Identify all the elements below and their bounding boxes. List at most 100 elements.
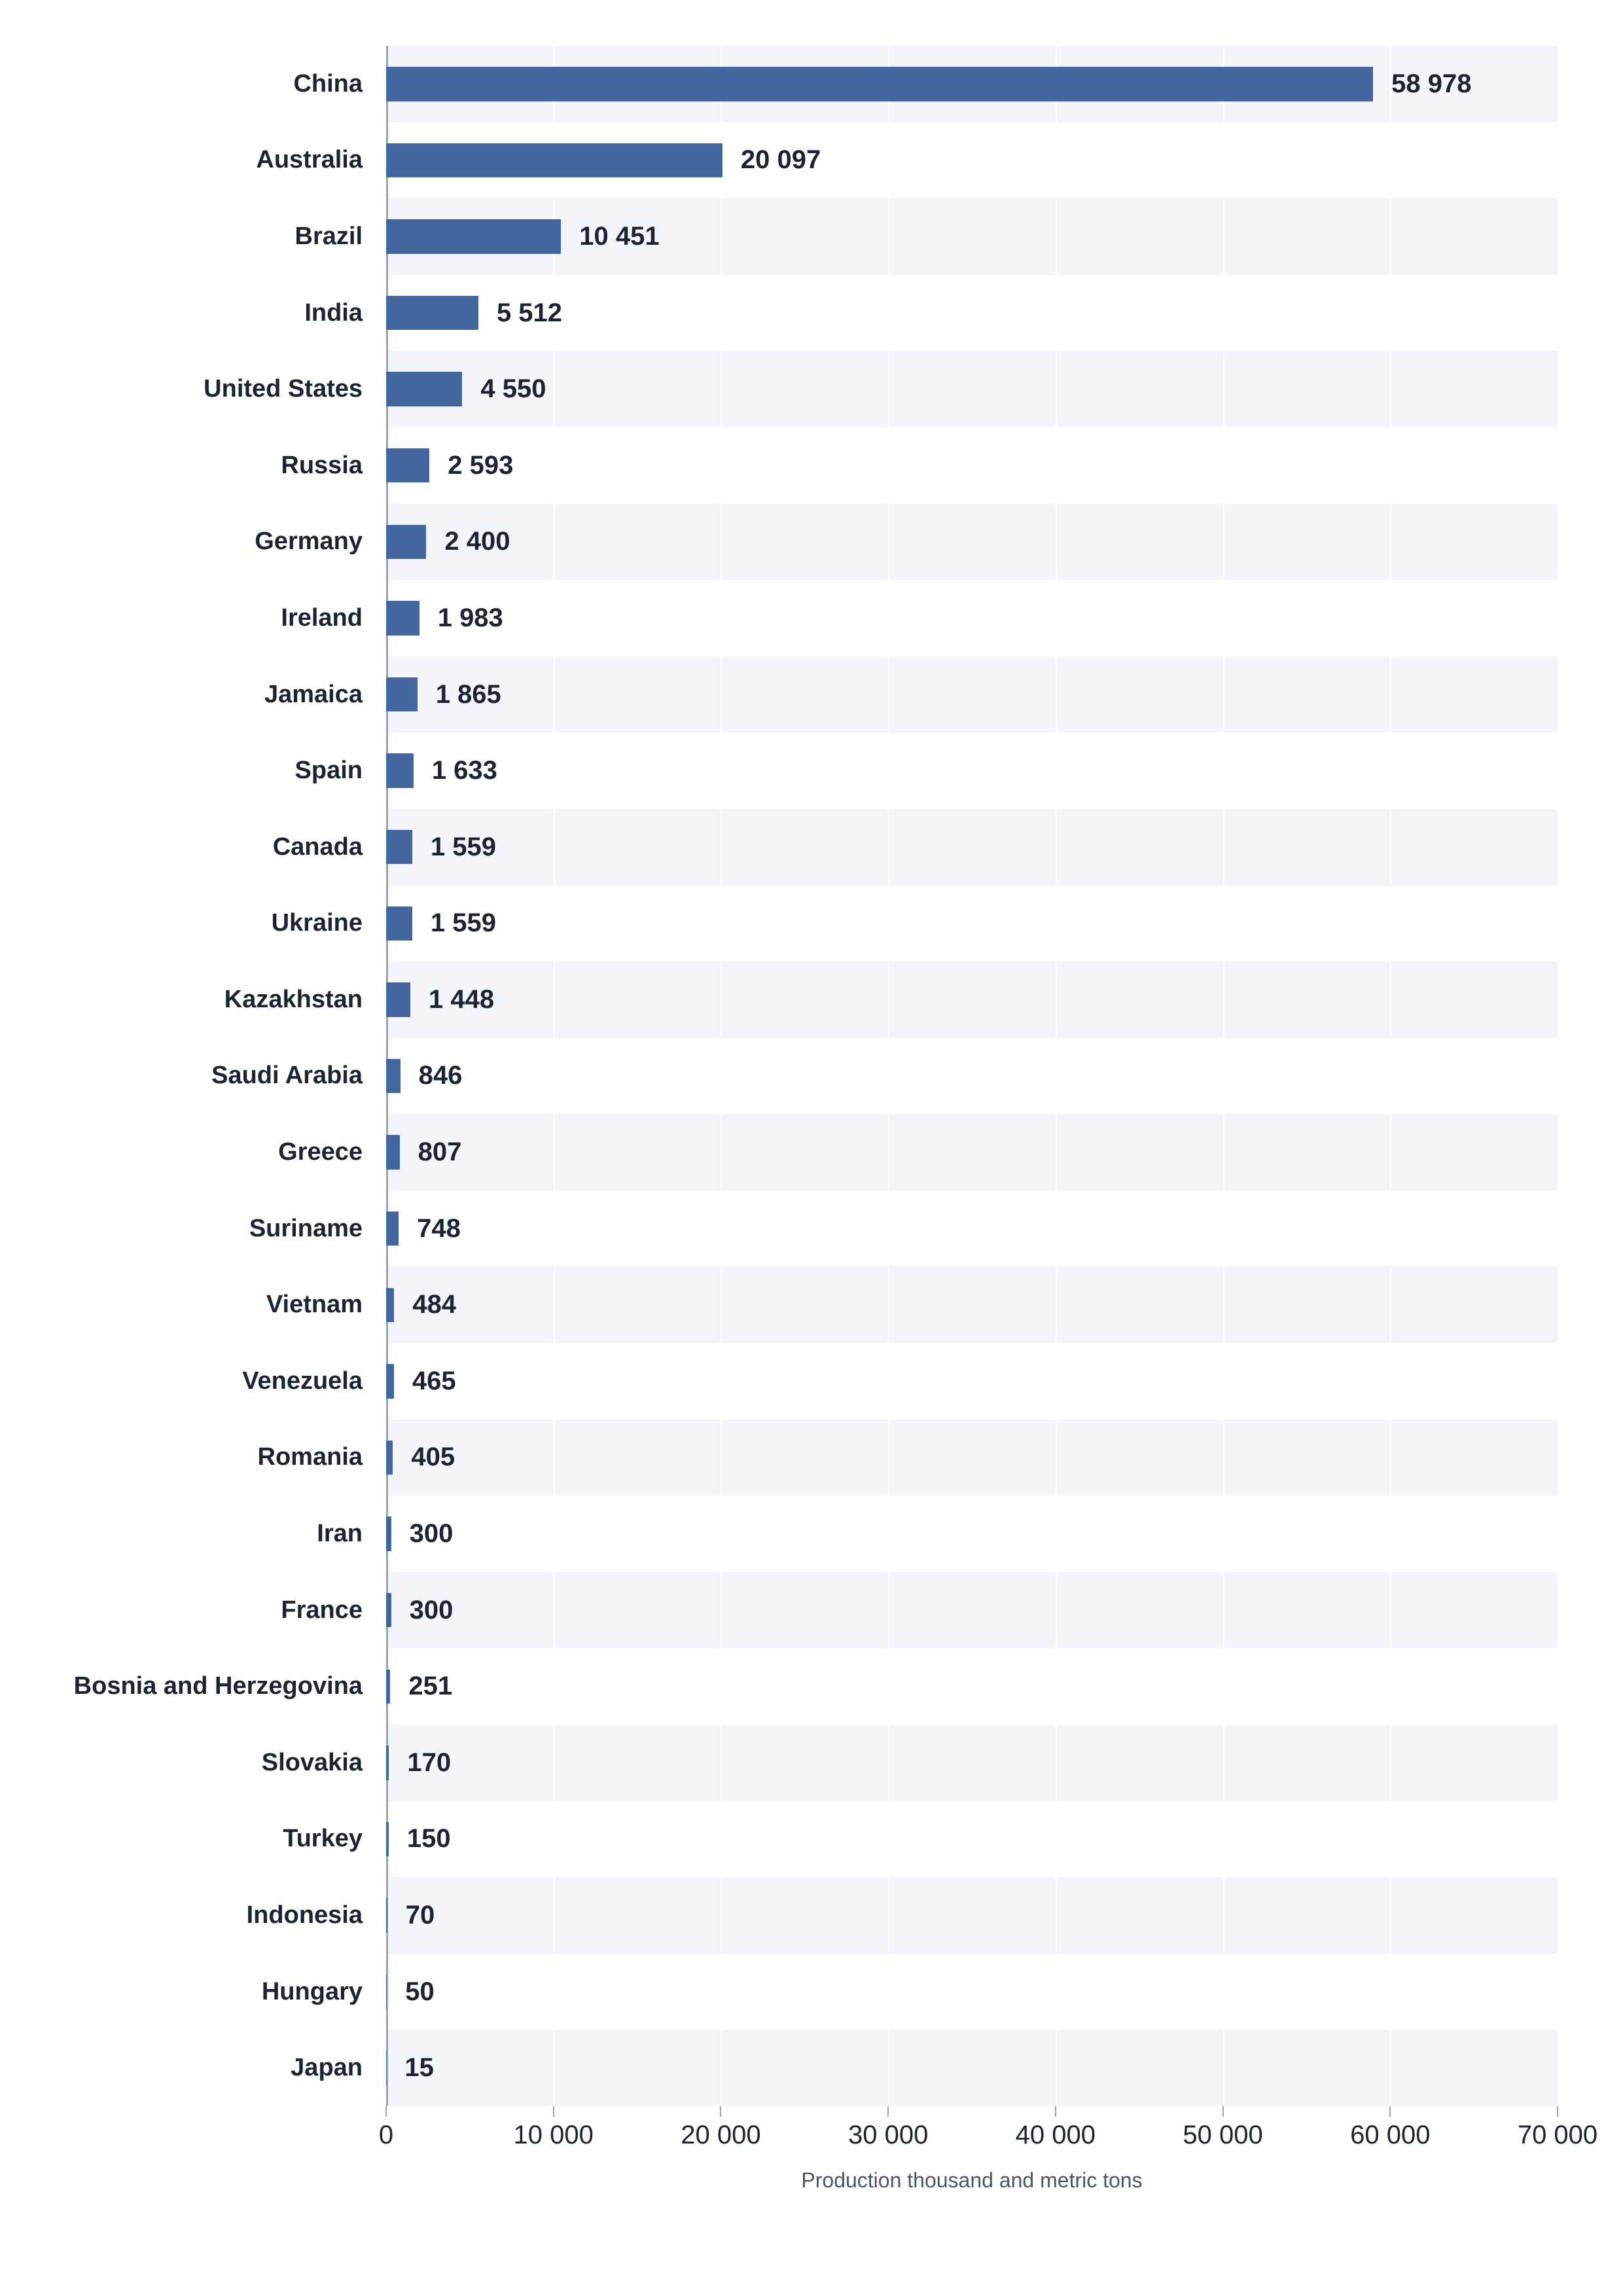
bar-value-label: 10 451 <box>579 198 659 275</box>
bar <box>386 143 722 177</box>
bar-value-label: 58 978 <box>1391 46 1471 122</box>
category-label: Vietnam <box>266 1266 363 1343</box>
bar-value-label: 484 <box>412 1266 456 1343</box>
bar-value-label: 20 097 <box>741 122 821 199</box>
bar-value-label: 1 559 <box>431 886 496 962</box>
category-label: Kazakhstan <box>224 961 363 1038</box>
x-tick-mark <box>720 2106 721 2117</box>
x-tick-mark <box>553 2106 554 2117</box>
bar <box>386 448 429 482</box>
bar-value-label: 4 550 <box>480 351 546 427</box>
category-label: Suriname <box>249 1191 363 1267</box>
x-tick-label: 30 000 <box>848 2121 928 2150</box>
category-label: Ireland <box>281 580 363 656</box>
category-label: Ukraine <box>272 886 363 962</box>
x-tick-label: 60 000 <box>1350 2121 1430 2150</box>
bar-value-label: 5 512 <box>497 275 562 351</box>
bar-value-label: 170 <box>407 1725 451 1801</box>
x-tick-label: 0 <box>379 2121 393 2150</box>
category-label: Romania <box>258 1420 363 1496</box>
bar <box>386 601 419 635</box>
category-label: France <box>281 1572 363 1649</box>
x-tick-mark <box>385 2106 387 2117</box>
category-label: Russia <box>281 427 363 504</box>
x-axis-title: Production thousand and metric tons <box>801 2168 1142 2193</box>
bar-value-label: 1 559 <box>431 809 496 886</box>
bar-value-label: 70 <box>406 1877 435 1954</box>
bar-value-label: 465 <box>412 1343 456 1420</box>
bar-value-label: 251 <box>408 1648 452 1725</box>
bar-value-label: 300 <box>410 1496 454 1572</box>
bar-value-label: 1 633 <box>432 732 497 809</box>
category-label: Australia <box>256 122 363 199</box>
bar <box>386 1135 400 1169</box>
x-tick-label: 40 000 <box>1016 2121 1096 2150</box>
bar <box>386 1898 387 1932</box>
bar-value-label: 300 <box>410 1572 454 1649</box>
bar-value-label: 748 <box>417 1191 461 1267</box>
bar <box>386 1822 389 1856</box>
category-label: Brazil <box>295 198 363 275</box>
production-bar-chart: ChinaAustraliaBrazilIndiaUnited StatesRu… <box>0 0 1623 2296</box>
bar-value-label: 1 448 <box>429 961 494 1038</box>
category-label: Venezuela <box>242 1343 363 1420</box>
x-tick-mark <box>1389 2106 1391 2117</box>
x-tick-mark <box>1055 2106 1056 2117</box>
category-label: India <box>304 275 363 351</box>
category-label: Greece <box>278 1114 363 1191</box>
category-label: Germany <box>255 504 363 581</box>
bar <box>386 525 426 559</box>
bar-value-label: 846 <box>419 1038 463 1115</box>
x-tick-label: 10 000 <box>514 2121 594 2150</box>
bar <box>386 1211 399 1246</box>
bar <box>386 1746 389 1780</box>
x-tick-label: 20 000 <box>681 2121 760 2150</box>
plot-area: 58 97820 09710 4515 5124 5502 5932 4001 … <box>386 46 1558 2106</box>
x-axis: 010 00020 00030 00040 00050 00060 00070 … <box>386 2106 1558 2296</box>
category-label: Slovakia <box>262 1725 363 1801</box>
bar <box>386 906 412 941</box>
bar-value-label: 150 <box>407 1801 451 1878</box>
category-label: Turkey <box>283 1801 363 1878</box>
category-label: Hungary <box>262 1954 363 2030</box>
bar <box>386 830 412 864</box>
bar <box>386 1670 390 1704</box>
x-tick-mark <box>1557 2106 1558 2117</box>
bar <box>386 1516 391 1551</box>
bar <box>386 372 462 406</box>
category-label: Jamaica <box>264 656 363 733</box>
bar <box>386 753 414 787</box>
bar <box>386 1288 394 1322</box>
category-label: Saudi Arabia <box>211 1038 363 1115</box>
bar-value-label: 405 <box>411 1420 455 1496</box>
x-tick-label: 70 000 <box>1518 2121 1597 2150</box>
bar-value-label: 15 <box>404 2030 434 2106</box>
bar-value-label: 1 983 <box>438 580 503 656</box>
category-label: Indonesia <box>247 1877 363 1954</box>
bar-value-label: 2 400 <box>444 504 510 581</box>
bar-value-label: 1 865 <box>436 656 501 733</box>
category-label: United States <box>204 351 363 427</box>
x-tick-label: 50 000 <box>1183 2121 1262 2150</box>
category-label: Iran <box>317 1496 363 1572</box>
bar <box>386 1441 393 1475</box>
bar-value-label: 2 593 <box>448 427 513 504</box>
category-label: Canada <box>273 809 363 886</box>
bar <box>386 1059 401 1093</box>
x-tick-mark <box>887 2106 889 2117</box>
category-label: China <box>293 46 363 122</box>
category-label: Japan <box>291 2030 363 2106</box>
category-label: Spain <box>295 732 363 809</box>
bar <box>386 677 418 711</box>
bars-layer: 58 97820 09710 4515 5124 5502 5932 4001 … <box>386 46 1558 2106</box>
bar-value-label: 50 <box>405 1954 435 2030</box>
x-tick-mark <box>1222 2106 1224 2117</box>
bar <box>386 1593 391 1627</box>
bar-value-label: 807 <box>418 1114 462 1191</box>
bar <box>386 296 478 330</box>
bar <box>386 1364 394 1398</box>
bar <box>386 67 1373 101</box>
category-label: Bosnia and Herzegovina <box>74 1648 363 1725</box>
gridline <box>1558 46 1559 2106</box>
bar <box>386 982 410 1016</box>
